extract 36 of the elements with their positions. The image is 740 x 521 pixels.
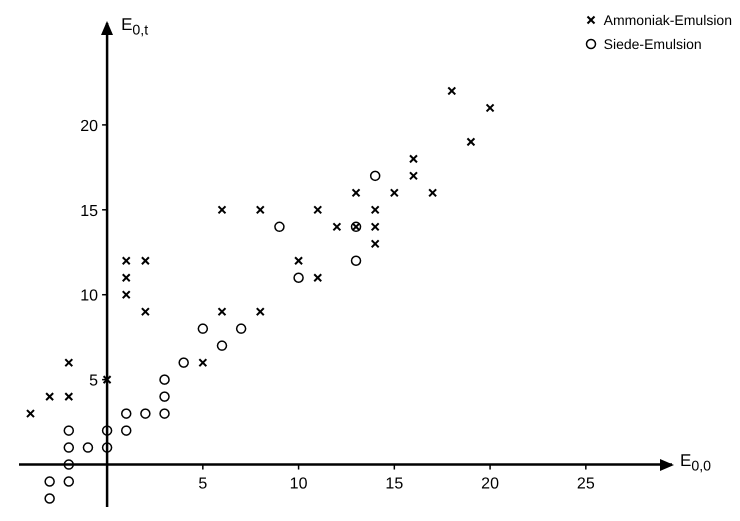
y-axis-title: E$_{0,t}$ (121, 15, 148, 38)
point (216, 340, 228, 351)
point (198, 323, 208, 334)
point (82, 442, 94, 453)
y-tick-label: 10 (80, 288, 98, 305)
point (293, 272, 304, 283)
y-tick-label: 5 (89, 372, 98, 390)
x-tick-label: 20 (481, 476, 500, 493)
point (178, 357, 189, 368)
point (64, 459, 74, 470)
point (236, 323, 246, 334)
y-tick-label: 20 (80, 118, 98, 135)
x-axis-title: E$_{0,0}$ (680, 450, 712, 474)
x-tick-label: 25 (576, 476, 595, 493)
x-tick-label: 5 (198, 476, 208, 493)
point (44, 493, 55, 504)
y-tick-label: 15 (80, 202, 98, 220)
x-tick-label: 15 (385, 476, 404, 493)
point (370, 170, 380, 182)
point (159, 374, 170, 385)
point (350, 256, 362, 266)
legend-label: Siede-Emulsion (604, 35, 702, 54)
point (64, 425, 74, 436)
point (102, 442, 112, 453)
point (159, 391, 170, 402)
point (64, 442, 74, 453)
point (64, 476, 74, 487)
point (44, 476, 55, 487)
x-tick-label: 10 (290, 476, 308, 493)
legend-label: Ammoniak-Emulsion (604, 11, 732, 30)
point (120, 425, 132, 436)
point (102, 425, 112, 436)
point (159, 408, 170, 419)
point (274, 222, 285, 232)
point (120, 408, 132, 419)
point (140, 408, 151, 419)
